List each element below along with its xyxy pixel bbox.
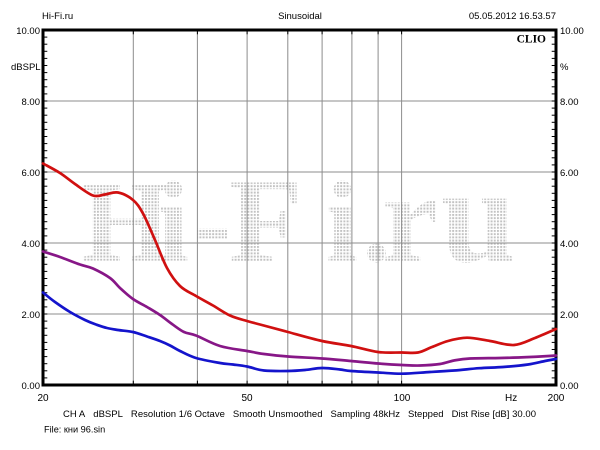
svg-text:%: % xyxy=(560,62,569,73)
svg-text:dBSPL: dBSPL xyxy=(11,62,41,73)
svg-text:4.00: 4.00 xyxy=(560,239,579,250)
svg-text:Hz: Hz xyxy=(505,393,517,404)
svg-text:8.00: 8.00 xyxy=(560,97,579,108)
svg-text:r: r xyxy=(382,149,438,289)
svg-text:0.00: 0.00 xyxy=(560,381,579,392)
svg-text:CH A dBSPL Resolution 1/6: CH A dBSPL Resolution 1/6 Octave Smooth … xyxy=(63,409,536,420)
svg-text:.: . xyxy=(362,159,391,286)
svg-text:u: u xyxy=(441,141,517,291)
svg-text:H: H xyxy=(81,159,170,286)
svg-text:10.00: 10.00 xyxy=(16,26,40,37)
svg-text:i: i xyxy=(157,159,189,286)
svg-text:2.00: 2.00 xyxy=(22,310,41,321)
svg-text:File: кни 96.sin: File: кни 96.sin xyxy=(44,425,105,435)
svg-text:4.00: 4.00 xyxy=(22,239,41,250)
svg-text:F: F xyxy=(229,154,302,287)
svg-text:6.00: 6.00 xyxy=(22,168,41,179)
svg-text:Sinusoidal: Sinusoidal xyxy=(278,11,322,22)
svg-text:50: 50 xyxy=(241,393,253,404)
svg-text:8.00: 8.00 xyxy=(22,97,41,108)
svg-text:6.00: 6.00 xyxy=(560,168,579,179)
svg-text:10.00: 10.00 xyxy=(560,26,584,37)
svg-text:05.05.2012 16.53.57: 05.05.2012 16.53.57 xyxy=(469,11,556,22)
svg-text:2.00: 2.00 xyxy=(560,310,579,321)
svg-text:Hi-Fi.ru: Hi-Fi.ru xyxy=(42,11,73,22)
svg-text:i: i xyxy=(326,159,358,286)
svg-text:CLIO: CLIO xyxy=(517,34,546,46)
svg-text:100: 100 xyxy=(394,393,411,404)
svg-text:-: - xyxy=(193,159,231,286)
svg-text:0.00: 0.00 xyxy=(22,381,41,392)
svg-text:200: 200 xyxy=(548,393,565,404)
svg-text:20: 20 xyxy=(37,393,49,404)
